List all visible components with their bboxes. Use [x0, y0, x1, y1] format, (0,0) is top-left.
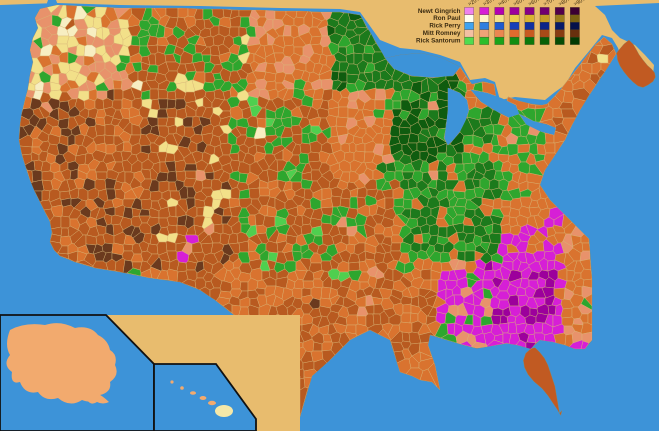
svg-text:Rick Santorum: Rick Santorum [416, 38, 461, 45]
svg-text:Mitt Romney: Mitt Romney [423, 30, 461, 37]
svg-text:Rick Perry: Rick Perry [429, 23, 461, 30]
svg-text:Ron Paul: Ron Paul [433, 15, 461, 22]
svg-text:Newt Gingrich: Newt Gingrich [418, 8, 461, 15]
